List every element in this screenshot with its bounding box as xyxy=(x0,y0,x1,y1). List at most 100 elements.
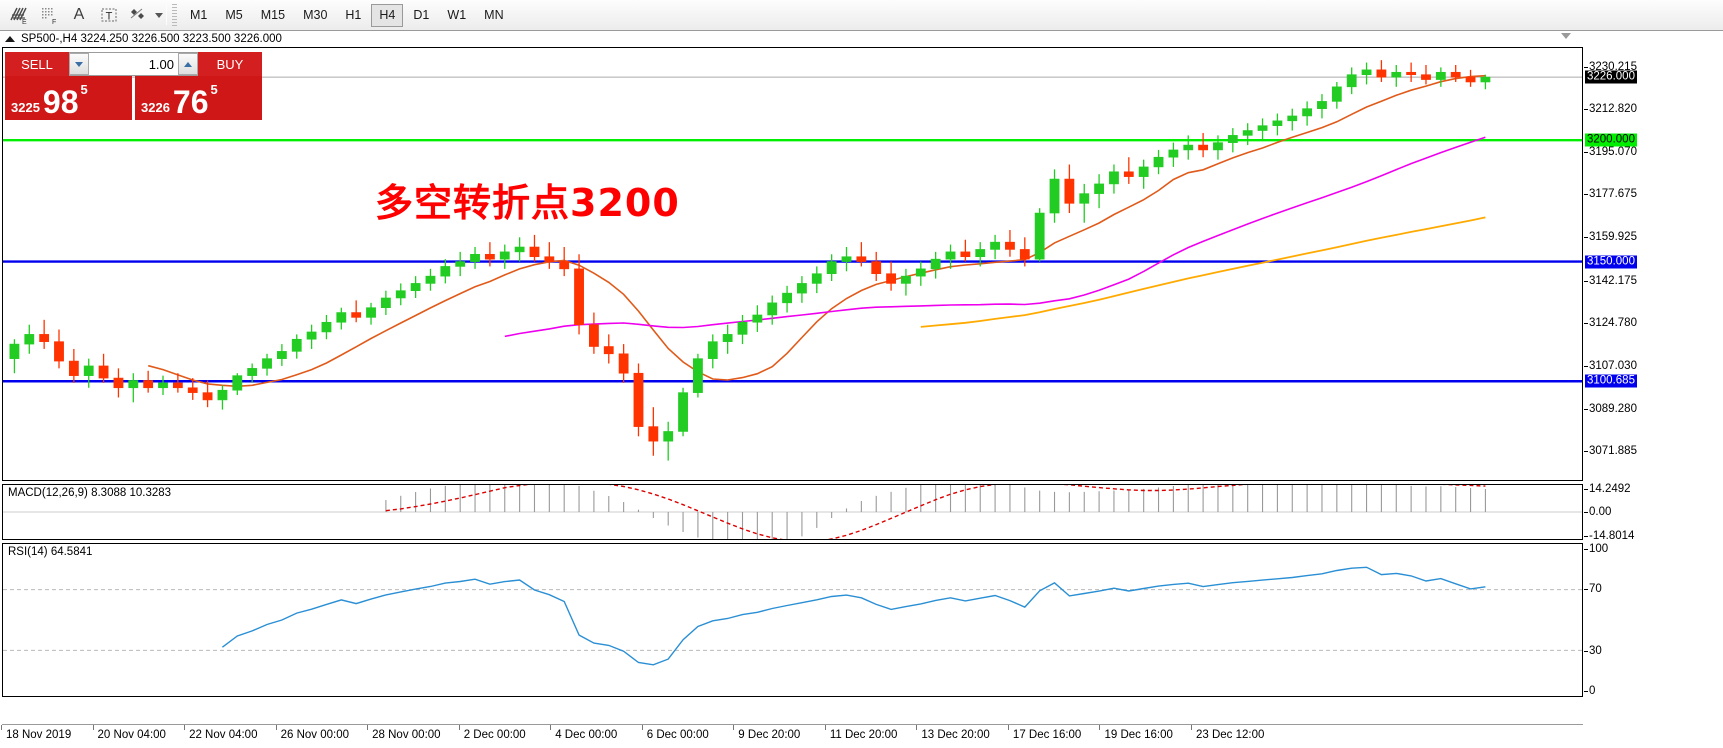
timeframe-h1[interactable]: H1 xyxy=(345,8,362,22)
time-separator xyxy=(916,725,918,730)
timeframe-m5[interactable]: M5 xyxy=(225,8,243,22)
one-click-trading-panel[interactable]: SELL 1.00 BUY 3225 98 5 3226 76 5 xyxy=(5,52,262,120)
rsi-canvas xyxy=(3,566,1582,666)
sell-price-integer: 3225 xyxy=(11,100,40,115)
time-tick: 23 Dec 12:00 xyxy=(1196,729,1265,741)
toolbar-separator xyxy=(166,5,167,25)
timeframe-mn[interactable]: MN xyxy=(484,8,504,22)
indicators-glyph: E xyxy=(10,7,27,25)
chevron-up-icon xyxy=(184,61,192,67)
time-separator xyxy=(1191,725,1192,730)
price-tick: 3071.885 xyxy=(1584,445,1637,458)
time-tick: 11 Dec 20:00 xyxy=(829,729,898,741)
symbol-ohlc-text: SP500-,H4 3224.250 3226.500 3223.500 322… xyxy=(21,33,282,45)
price-tick: 3159.925 xyxy=(1584,231,1637,244)
rsi-label: RSI(14) 64.5841 xyxy=(7,546,94,558)
macd-canvas xyxy=(3,485,1582,539)
macd-tick: 0.00 xyxy=(1583,506,1612,518)
time-separator xyxy=(1,725,2,730)
oct-price-row: 3225 98 5 3226 76 5 xyxy=(5,76,262,120)
macd-tick: 14.2492 xyxy=(1584,483,1631,495)
macd-tick: -14.8014 xyxy=(1583,530,1635,542)
price-level-label[interactable]: 3200.000 xyxy=(1585,133,1637,147)
price-level-label[interactable]: 3150.000 xyxy=(1585,255,1637,269)
symbol-info-line: SP500-,H4 3224.250 3226.500 3223.500 322… xyxy=(0,31,1723,47)
svg-text:T: T xyxy=(106,11,113,23)
volume-input[interactable]: 1.00 xyxy=(89,53,178,75)
collapse-triangle-icon[interactable] xyxy=(5,36,15,42)
timeframe-m15[interactable]: M15 xyxy=(260,8,286,22)
volume-increment-button[interactable] xyxy=(178,53,198,75)
time-separator xyxy=(184,725,186,730)
price-pane-canvas xyxy=(3,60,1582,461)
time-scale[interactable]: 18 Nov 2019 20 Nov 04:00 22 Nov 04:00 26 No… xyxy=(1,724,1583,748)
price-tick: 3230.215 xyxy=(1584,60,1637,73)
rsi-tick: 70 xyxy=(1584,583,1602,596)
timeframe-w1[interactable]: W1 xyxy=(447,8,467,22)
timeframe-h4[interactable]: H4 xyxy=(371,3,404,27)
chevron-down-icon xyxy=(75,61,83,67)
buy-price-integer: 3226 xyxy=(141,100,170,115)
buy-button[interactable]: BUY xyxy=(198,52,262,76)
time-separator xyxy=(550,725,552,730)
macd-pane[interactable]: MACD(12,26,9) 8.3088 10.3283 xyxy=(2,484,1583,540)
rsi-tick: 100 xyxy=(1583,543,1609,555)
price-level-label[interactable]: 3226.000 xyxy=(1585,70,1637,84)
time-tick: 2 Dec 00:00 xyxy=(463,729,526,741)
price-tick: 3089.280 xyxy=(1584,402,1637,415)
time-separator xyxy=(1007,725,1009,730)
grid-icon[interactable]: F xyxy=(34,2,64,29)
timeframe-m30[interactable]: M30 xyxy=(303,8,328,22)
buy-price-main: 76 xyxy=(172,84,209,121)
sell-button[interactable]: SELL xyxy=(5,52,69,76)
time-tick: 9 Dec 20:00 xyxy=(738,729,801,741)
price-level-label[interactable]: 3100.685 xyxy=(1585,374,1637,388)
time-separator xyxy=(824,725,826,730)
text-icon[interactable]: A xyxy=(64,2,94,29)
objects-icon[interactable] xyxy=(124,2,154,29)
time-separator xyxy=(92,725,94,730)
sell-price-display[interactable]: 3225 98 5 xyxy=(5,76,132,120)
main-toolbar: E F A T xyxy=(0,0,1723,31)
scroll-caret-icon[interactable] xyxy=(1561,33,1571,39)
rsi-tick: 30 xyxy=(1584,644,1602,657)
objects-glyph xyxy=(130,8,144,19)
time-separator xyxy=(733,725,735,730)
price-pane[interactable] xyxy=(2,47,1583,481)
price-tick: 3177.675 xyxy=(1584,188,1637,201)
time-separator xyxy=(275,725,277,730)
price-scale[interactable]: 3230.215 3212.820 3195.070 3177.675 3159.925… xyxy=(1583,47,1723,748)
volume-decrement-button[interactable] xyxy=(69,53,89,75)
svg-text:E: E xyxy=(22,19,27,25)
time-tick: 4 Dec 00:00 xyxy=(555,729,618,741)
svg-text:F: F xyxy=(52,19,56,25)
indicators-icon[interactable]: E xyxy=(4,2,34,29)
objects-dropdown-caret-icon[interactable] xyxy=(155,12,163,18)
sell-price-main: 98 xyxy=(42,84,79,121)
time-separator xyxy=(641,725,643,730)
time-tick: 19 Dec 16:00 xyxy=(1104,729,1173,741)
time-tick: 26 Nov 00:00 xyxy=(280,729,350,741)
toolbar-grip[interactable] xyxy=(172,4,177,26)
chart-area[interactable]: MACD(12,26,9) 8.3088 10.3283 RSI(14) 64.… xyxy=(0,47,1723,748)
text-label-glyph: T xyxy=(101,8,117,23)
buy-price-display[interactable]: 3226 76 5 xyxy=(135,76,262,120)
price-tick: 3212.820 xyxy=(1584,103,1637,116)
time-separator xyxy=(458,725,460,730)
text-label-icon[interactable]: T xyxy=(94,2,124,29)
time-separator xyxy=(367,725,369,730)
chart-annotation-text[interactable]: 多空转折点3200 xyxy=(375,181,680,225)
buy-price-fraction: 5 xyxy=(210,82,218,97)
rsi-pane[interactable]: RSI(14) 64.5841 xyxy=(2,543,1583,697)
timeframe-m1[interactable]: M1 xyxy=(190,8,208,22)
time-tick: 20 Nov 04:00 xyxy=(97,729,166,741)
price-tick: 3142.175 xyxy=(1584,274,1637,287)
time-tick: 17 Dec 16:00 xyxy=(1012,729,1082,741)
volume-stepper[interactable]: 1.00 xyxy=(69,52,198,76)
time-separator xyxy=(1099,725,1101,730)
sell-price-fraction: 5 xyxy=(80,82,88,97)
price-tick: 3124.780 xyxy=(1584,316,1637,329)
text-glyph: A xyxy=(73,6,85,23)
time-tick: 18 Nov 2019 xyxy=(6,729,72,741)
timeframe-d1[interactable]: D1 xyxy=(413,8,430,22)
